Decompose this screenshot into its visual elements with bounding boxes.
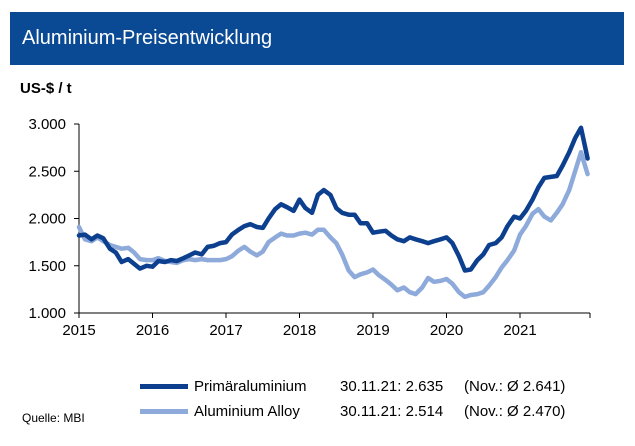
- legend-note-primaer: (Nov.: Ø 2.641): [464, 378, 566, 395]
- x-tick-label: 2020: [430, 322, 463, 339]
- y-tick-label: 2.500: [28, 163, 66, 180]
- legend-item-alloy: Aluminium Alloy 30.11.21: 2.514 (Nov.: Ø…: [140, 403, 565, 420]
- y-tick-label: 1.500: [28, 258, 66, 275]
- x-tick-label: 2021: [503, 322, 536, 339]
- y-tick-label: 3.000: [28, 116, 66, 133]
- x-tick-label: 2016: [136, 322, 169, 339]
- x-tick-label: 2018: [283, 322, 316, 339]
- source-note: Quelle: MBI: [22, 411, 85, 425]
- legend-name-primaer: Primäraluminium: [194, 378, 307, 395]
- x-tick-label: 2015: [62, 322, 95, 339]
- chart-title: Aluminium-Preisentwicklung: [22, 27, 273, 49]
- y-axis-unit-label: US-$ / t: [20, 80, 72, 97]
- legend-latest-primaer: 30.11.21: 2.635: [340, 378, 464, 395]
- legend-value-alloy: 2.514: [405, 403, 444, 420]
- x-tick-label: 2017: [209, 322, 242, 339]
- legend-value-primaer: 2.635: [405, 378, 444, 395]
- x-tick-label: 2019: [356, 322, 389, 339]
- legend-item-primaer: Primäraluminium 30.11.21: 2.635 (Nov.: Ø…: [140, 378, 565, 395]
- legend-swatch-primaer: [140, 384, 188, 389]
- legend-date-primaer: 30.11.21:: [340, 378, 402, 395]
- series-line-alloy: [76, 150, 590, 300]
- legend-note-alloy: (Nov.: Ø 2.470): [464, 403, 566, 420]
- series-line-primaer: [76, 125, 590, 273]
- y-tick-label: 2.000: [28, 211, 66, 228]
- legend-name-alloy: Aluminium Alloy: [194, 403, 300, 420]
- y-tick-label: 1.000: [28, 305, 66, 322]
- legend-date-alloy: 30.11.21:: [340, 403, 402, 420]
- legend-latest-alloy: 30.11.21: 2.514: [340, 403, 464, 420]
- title-bar: Aluminium-Preisentwicklung: [10, 12, 624, 65]
- legend-swatch-alloy: [140, 409, 188, 414]
